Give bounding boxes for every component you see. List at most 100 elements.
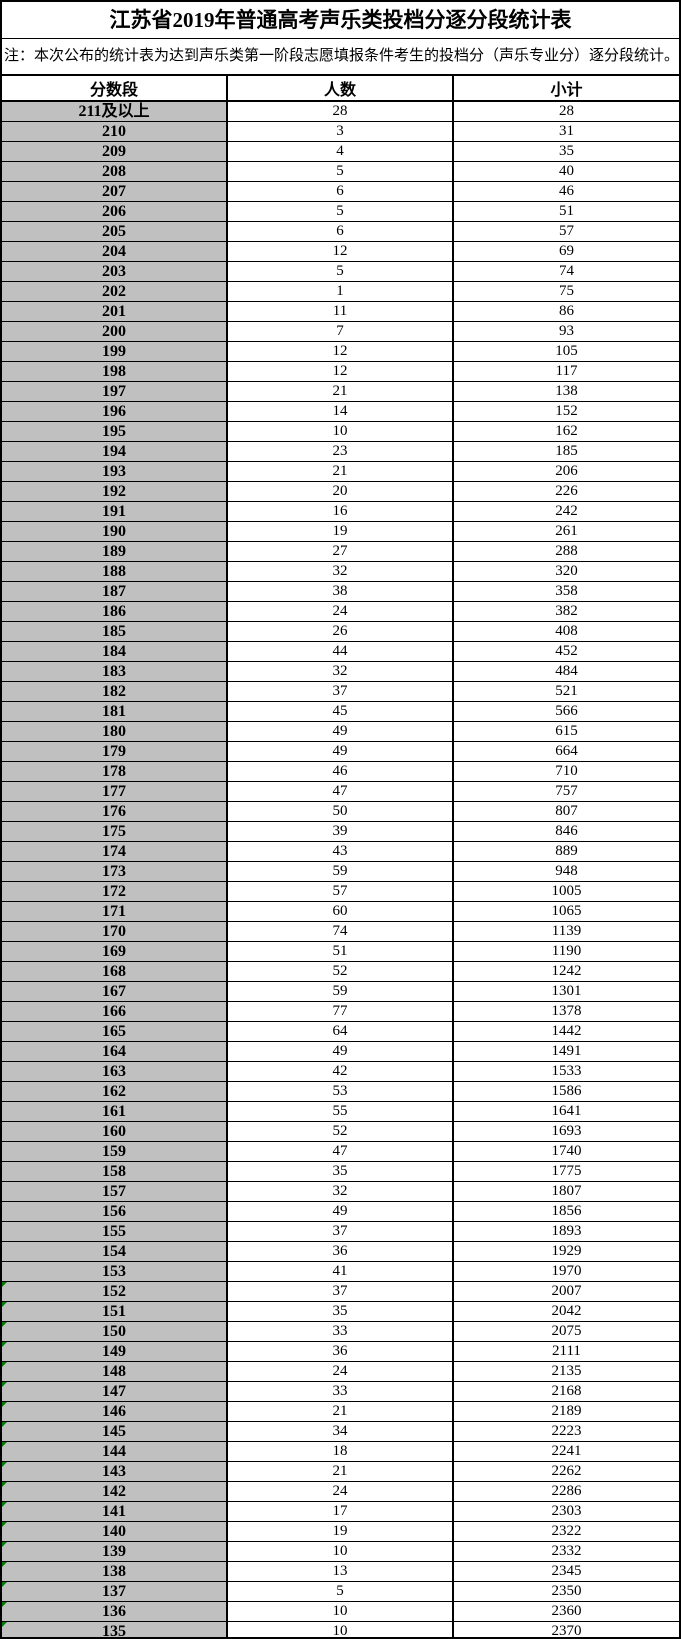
cumulative-cell: 117 xyxy=(452,361,679,382)
count-cell: 3 xyxy=(226,121,453,142)
cumulative-cell: 226 xyxy=(452,481,679,502)
score-range-cell: 178 xyxy=(2,761,227,782)
cumulative-cell: 35 xyxy=(452,141,679,162)
table-row: 139 10 2332 xyxy=(2,1541,679,1562)
cumulative-cell: 2007 xyxy=(452,1281,679,1302)
score-range-cell: 206 xyxy=(2,201,227,222)
cumulative-cell: 1641 xyxy=(452,1101,679,1122)
cumulative-cell: 152 xyxy=(452,401,679,422)
error-marker-triangle-icon xyxy=(2,1562,7,1567)
cumulative-cell: 2262 xyxy=(452,1461,679,1482)
count-cell: 43 xyxy=(226,841,453,862)
cumulative-cell: 2042 xyxy=(452,1301,679,1322)
cumulative-cell: 1693 xyxy=(452,1121,679,1142)
score-range-cell: 150 xyxy=(2,1321,227,1342)
count-cell: 32 xyxy=(226,561,453,582)
table-row: 178 46 710 xyxy=(2,761,679,782)
cumulative-cell: 1005 xyxy=(452,881,679,902)
count-cell: 49 xyxy=(226,741,453,762)
score-range-cell: 164 xyxy=(2,1041,227,1062)
count-cell: 32 xyxy=(226,661,453,682)
error-marker-triangle-icon xyxy=(2,1482,7,1487)
table-row: 191 16 242 xyxy=(2,501,679,522)
count-cell: 28 xyxy=(226,100,453,122)
note-text: 注：本次公布的统计表为达到声乐类第一阶段志愿填报条件考生的投档分（声乐专业分）逐… xyxy=(2,39,679,76)
count-cell: 32 xyxy=(226,1181,453,1202)
table-row: 165 64 1442 xyxy=(2,1021,679,1042)
score-range-cell: 173 xyxy=(2,861,227,882)
table-row: 155 37 1893 xyxy=(2,1221,679,1242)
score-range-cell: 157 xyxy=(2,1181,227,1202)
cumulative-cell: 2286 xyxy=(452,1481,679,1502)
table-row: 140 19 2322 xyxy=(2,1521,679,1542)
count-cell: 16 xyxy=(226,501,453,522)
score-range-cell: 161 xyxy=(2,1101,227,1122)
score-range-cell: 154 xyxy=(2,1241,227,1262)
count-cell: 24 xyxy=(226,1361,453,1382)
table-row: 167 59 1301 xyxy=(2,981,679,1002)
table-row: 177 47 757 xyxy=(2,781,679,802)
column-header-cumulative: 小计 xyxy=(452,76,679,102)
table-row: 160 52 1693 xyxy=(2,1121,679,1142)
score-range-cell: 168 xyxy=(2,961,227,982)
column-header-count: 人数 xyxy=(226,76,453,102)
cumulative-cell: 2332 xyxy=(452,1541,679,1562)
table-row: 209 4 35 xyxy=(2,141,679,162)
error-marker-triangle-icon xyxy=(2,1442,7,1447)
count-cell: 18 xyxy=(226,1441,453,1462)
count-cell: 45 xyxy=(226,701,453,722)
score-range-cell: 191 xyxy=(2,501,227,522)
score-range-cell: 153 xyxy=(2,1261,227,1282)
score-range-cell: 167 xyxy=(2,981,227,1002)
cumulative-cell: 2241 xyxy=(452,1441,679,1462)
table-row: 175 39 846 xyxy=(2,821,679,842)
cumulative-cell: 31 xyxy=(452,121,679,142)
cumulative-cell: 206 xyxy=(452,461,679,482)
count-cell: 21 xyxy=(226,1401,453,1422)
count-cell: 51 xyxy=(226,941,453,962)
count-cell: 49 xyxy=(226,1201,453,1222)
table-row: 171 60 1065 xyxy=(2,901,679,922)
count-cell: 36 xyxy=(226,1241,453,1262)
count-cell: 52 xyxy=(226,1121,453,1142)
table-row: 148 24 2135 xyxy=(2,1361,679,1382)
cumulative-cell: 889 xyxy=(452,841,679,862)
count-cell: 24 xyxy=(226,1481,453,1502)
cumulative-cell: 408 xyxy=(452,621,679,642)
cumulative-cell: 2322 xyxy=(452,1521,679,1542)
score-range-cell: 185 xyxy=(2,621,227,642)
cumulative-cell: 566 xyxy=(452,701,679,722)
table-row: 205 6 57 xyxy=(2,221,679,242)
count-cell: 34 xyxy=(226,1421,453,1442)
table-row: 146 21 2189 xyxy=(2,1401,679,1422)
table-row: 190 19 261 xyxy=(2,521,679,542)
score-range-cell: 198 xyxy=(2,361,227,382)
table-row: 137 5 2350 xyxy=(2,1581,679,1602)
cumulative-cell: 521 xyxy=(452,681,679,702)
count-cell: 39 xyxy=(226,821,453,842)
table-row: 199 12 105 xyxy=(2,341,679,362)
cumulative-cell: 382 xyxy=(452,601,679,622)
score-range-cell: 184 xyxy=(2,641,227,662)
table-row: 195 10 162 xyxy=(2,421,679,442)
table-row: 202 1 75 xyxy=(2,281,679,302)
score-range-cell: 207 xyxy=(2,181,227,202)
cumulative-cell: 69 xyxy=(452,241,679,262)
table-row: 152 37 2007 xyxy=(2,1281,679,1302)
count-cell: 21 xyxy=(226,461,453,482)
score-range-cell: 192 xyxy=(2,481,227,502)
count-cell: 37 xyxy=(226,681,453,702)
count-cell: 59 xyxy=(226,861,453,882)
table-row: 181 45 566 xyxy=(2,701,679,722)
score-range-cell: 203 xyxy=(2,261,227,282)
count-cell: 36 xyxy=(226,1341,453,1362)
cumulative-cell: 807 xyxy=(452,801,679,822)
count-cell: 35 xyxy=(226,1301,453,1322)
count-cell: 64 xyxy=(226,1021,453,1042)
count-cell: 74 xyxy=(226,921,453,942)
score-range-cell: 205 xyxy=(2,221,227,242)
table-row: 142 24 2286 xyxy=(2,1481,679,1502)
score-range-cell: 163 xyxy=(2,1061,227,1082)
count-cell: 53 xyxy=(226,1081,453,1102)
table-row: 182 37 521 xyxy=(2,681,679,702)
